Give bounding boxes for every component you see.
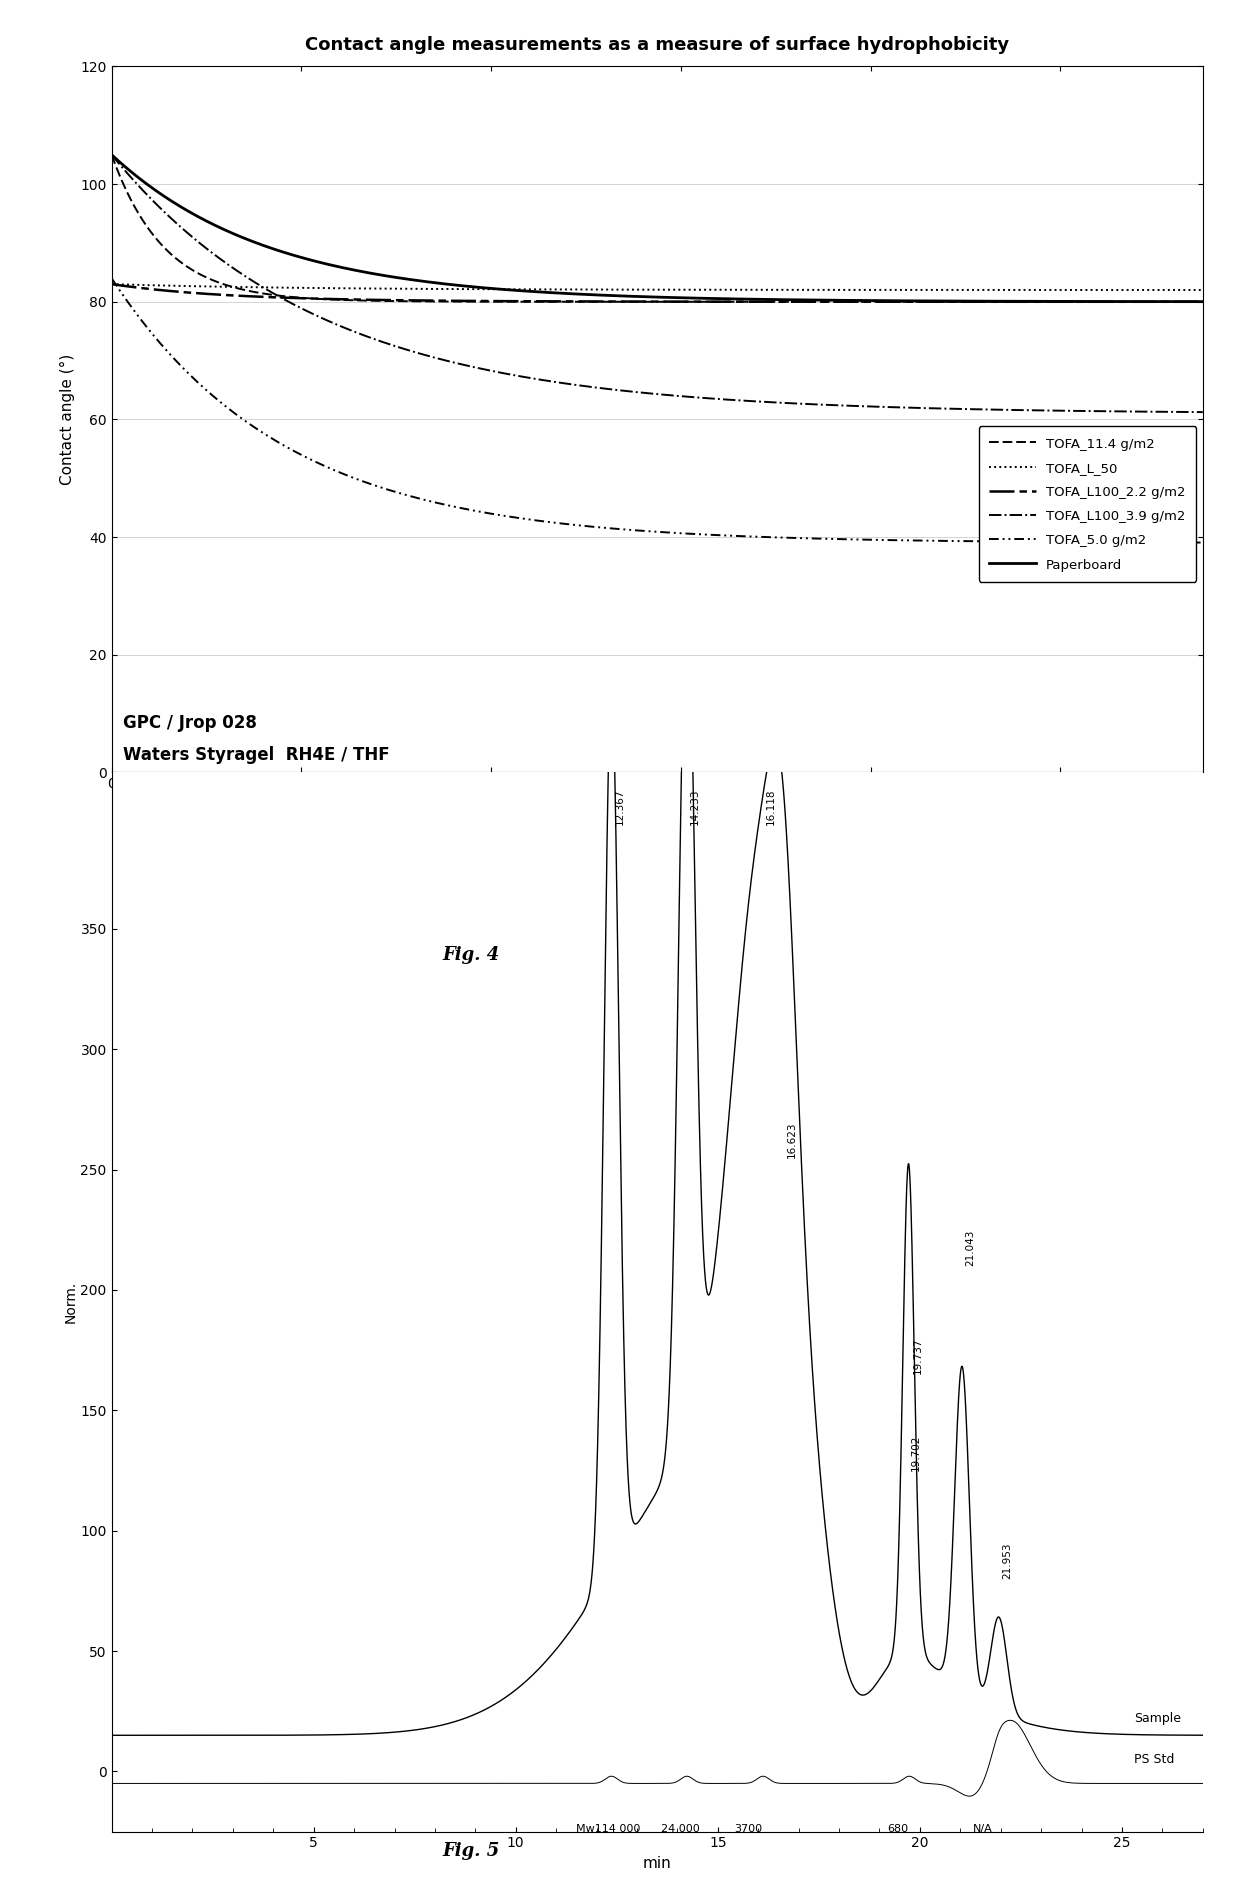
Text: N/A: N/A [972,1824,992,1833]
TOFA_5.0 g/m2 [635,520,650,543]
TOFA_11.4 g/m2 [1163,290,1178,313]
TOFA_L_50 [104,273,119,296]
Text: 24 000: 24 000 [661,1824,701,1833]
TOFA_5.0 g/m2 [160,340,175,363]
Text: 21.953: 21.953 [1002,1543,1012,1579]
TOFA_L_50 [1195,279,1210,302]
TOFA_5.0 g/m2 [963,530,978,552]
Line: Paperboard: Paperboard [112,156,1203,302]
TOFA_11.4 g/m2 [104,144,119,167]
TOFA_L_50 [1163,279,1178,302]
TOFA_5.0 g/m2 [1195,531,1210,554]
TOFA_L100_3.9 g/m2 [104,144,119,167]
Text: Fig. 5: Fig. 5 [443,1841,500,1860]
Text: 19.702: 19.702 [911,1435,921,1471]
Paperboard [1163,290,1178,313]
TOFA_L100_3.9 g/m2 [1163,400,1178,423]
TOFA_L100_3.9 g/m2 [1195,400,1210,423]
TOFA_L100_3.9 g/m2 [635,381,650,404]
Text: Waters Styragel  RH4E / THF: Waters Styragel RH4E / THF [123,746,389,765]
Y-axis label: Contact angle (°): Contact angle (°) [60,353,74,486]
TOFA_L_50 [963,279,978,302]
TOFA_11.4 g/m2 [160,239,175,262]
TOFA_11.4 g/m2 [635,290,650,313]
TOFA_L100_2.2 g/m2 [160,279,175,302]
Paperboard [635,285,650,307]
TOFA_L100_2.2 g/m2 [635,290,650,313]
TOFA_L100_2.2 g/m2 [606,290,621,313]
TOFA_L100_2.2 g/m2 [1163,290,1178,313]
Line: TOFA_L100_2.2 g/m2: TOFA_L100_2.2 g/m2 [112,285,1203,302]
Text: 680: 680 [888,1824,909,1833]
TOFA_L_50 [606,279,621,302]
Text: 19.737: 19.737 [913,1338,923,1374]
TOFA_5.0 g/m2 [606,516,621,539]
Text: 16.623: 16.623 [786,1122,796,1158]
TOFA_5.0 g/m2 [1163,531,1178,554]
Text: GPC / Jrop 028: GPC / Jrop 028 [123,714,257,733]
TOFA_11.4 g/m2 [1195,290,1210,313]
TOFA_L100_3.9 g/m2 [963,399,978,421]
Text: PS Std: PS Std [1135,1754,1174,1765]
TOFA_L100_2.2 g/m2 [104,273,119,296]
Text: 21.043: 21.043 [965,1230,976,1266]
Line: TOFA_L100_3.9 g/m2: TOFA_L100_3.9 g/m2 [112,156,1203,412]
TOFA_11.4 g/m2 [963,290,978,313]
Text: Fig. 4: Fig. 4 [443,945,500,964]
Title: Contact angle measurements as a measure of surface hydrophobicity: Contact angle measurements as a measure … [305,36,1009,53]
Legend: TOFA_11.4 g/m2, TOFA_L_50, TOFA_L100_2.2 g/m2, TOFA_L100_3.9 g/m2, TOFA_5.0 g/m2: TOFA_11.4 g/m2, TOFA_L_50, TOFA_L100_2.2… [978,427,1197,583]
TOFA_5.0 g/m2 [104,268,119,290]
Text: 14.233: 14.233 [689,790,701,826]
TOFA_L100_3.9 g/m2 [160,203,175,226]
TOFA_5.0 g/m2 [1163,531,1178,554]
TOFA_L100_2.2 g/m2 [1163,290,1178,313]
TOFA_11.4 g/m2 [1163,290,1178,313]
Text: 12.367: 12.367 [615,790,625,826]
TOFA_11.4 g/m2 [606,290,621,313]
Line: TOFA_11.4 g/m2: TOFA_11.4 g/m2 [112,156,1203,302]
X-axis label: Time (seconds): Time (seconds) [599,797,715,812]
TOFA_L100_3.9 g/m2 [606,378,621,400]
X-axis label: min: min [642,1856,672,1871]
Paperboard [1195,290,1210,313]
Text: 16.118: 16.118 [766,790,776,826]
Text: 3700: 3700 [734,1824,763,1833]
Paperboard [160,186,175,209]
Paperboard [606,285,621,307]
TOFA_L_50 [160,273,175,296]
Paperboard [104,144,119,167]
Line: TOFA_5.0 g/m2: TOFA_5.0 g/m2 [112,279,1203,543]
TOFA_L100_2.2 g/m2 [1195,290,1210,313]
TOFA_L100_2.2 g/m2 [963,290,978,313]
TOFA_L100_3.9 g/m2 [1163,400,1178,423]
Y-axis label: Norm.: Norm. [63,1281,78,1323]
TOFA_L_50 [635,279,650,302]
Text: Sample: Sample [1135,1712,1180,1725]
Paperboard [963,290,978,313]
Text: Mw114 000: Mw114 000 [577,1824,641,1833]
Paperboard [1163,290,1178,313]
TOFA_L_50 [1163,279,1178,302]
Line: TOFA_L_50: TOFA_L_50 [112,285,1203,290]
